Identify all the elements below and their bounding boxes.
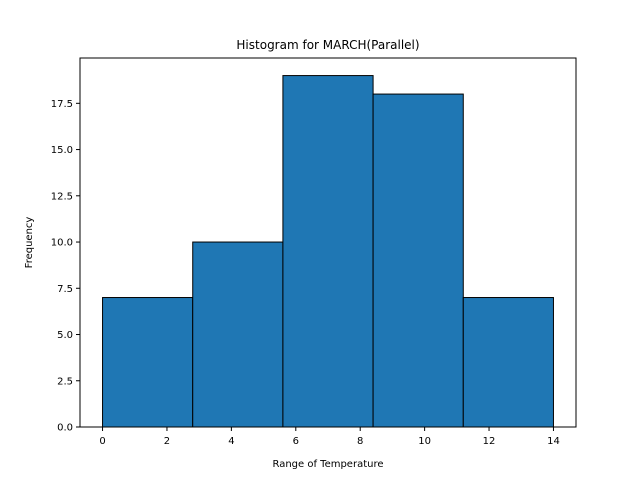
y-axis-ticks: 0.0 2.5 5.0 7.5 10.0 12.5 15.0 17.5 bbox=[51, 99, 80, 434]
x-tick-label-0: 0 bbox=[99, 436, 105, 447]
histogram-bar-4 bbox=[462, 297, 554, 428]
y-tick-label-7: 17.5 bbox=[51, 99, 73, 110]
y-tick-label-6: 15.0 bbox=[51, 145, 73, 156]
histogram-bar-3 bbox=[372, 93, 464, 428]
x-tick-label-5: 10 bbox=[418, 436, 431, 447]
x-tick-label-2: 4 bbox=[228, 436, 234, 447]
y-tick-label-3: 7.5 bbox=[57, 284, 73, 295]
y-tick-label-4: 10.0 bbox=[51, 238, 73, 249]
x-tick-label-6: 12 bbox=[483, 436, 496, 447]
y-tick-label-1: 2.5 bbox=[57, 376, 73, 387]
x-axis-label: Range of Temperature bbox=[272, 459, 383, 470]
y-tick-label-0: 0.0 bbox=[57, 423, 73, 434]
chart-title: Histogram for MARCH(Parallel) bbox=[236, 38, 419, 52]
bars-group bbox=[102, 75, 554, 428]
y-tick-label-2: 5.0 bbox=[57, 330, 73, 341]
y-axis-label: Frequency bbox=[24, 217, 35, 269]
plot-frame bbox=[79, 57, 577, 428]
x-tick-label-4: 8 bbox=[357, 436, 363, 447]
y-tick-label-5: 12.5 bbox=[51, 191, 73, 202]
histogram-bar-1 bbox=[192, 241, 284, 428]
x-axis-ticks: 0 2 4 6 8 10 12 14 bbox=[99, 427, 560, 447]
histogram-bar-2 bbox=[282, 75, 374, 428]
x-tick-label-1: 2 bbox=[164, 436, 170, 447]
x-tick-label-7: 14 bbox=[547, 436, 560, 447]
x-tick-label-3: 6 bbox=[293, 436, 299, 447]
histogram-bar-0 bbox=[102, 297, 194, 428]
